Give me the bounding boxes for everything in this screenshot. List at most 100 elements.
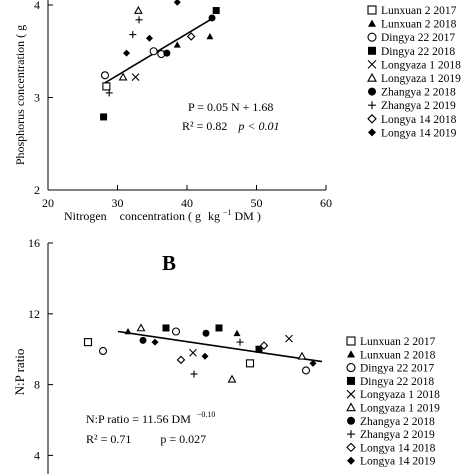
panel-b-letter: B xyxy=(162,251,176,275)
y-tick-label: 4 xyxy=(34,448,40,462)
data-point xyxy=(227,374,237,383)
data-point xyxy=(297,351,307,360)
legend-entry: Lunxuan 2 2018 xyxy=(381,19,457,31)
legend-marker xyxy=(367,114,377,124)
data-point xyxy=(133,5,143,14)
data-point xyxy=(163,49,171,57)
legend-entry: Zhangya 2 2019 xyxy=(360,429,435,441)
legend-entry: Zhangya 2 2018 xyxy=(381,87,456,99)
legend-marker xyxy=(368,46,376,55)
legend-marker xyxy=(347,430,355,439)
panel-a-x-label: Nitrogen concentration ( g kg −1 DM ) xyxy=(64,204,261,223)
legend-entry: Dingya 22 2018 xyxy=(360,376,434,388)
data-point xyxy=(215,324,223,332)
data-point xyxy=(124,328,132,335)
data-point xyxy=(309,359,317,367)
panel-b-equation: N:P ratio = 11.56 DM −0.10 xyxy=(86,410,215,426)
panel-a-x-label-part-2: concentration ( g xyxy=(120,209,201,223)
data-point xyxy=(259,341,269,350)
data-point xyxy=(129,31,137,39)
data-point xyxy=(301,366,311,375)
data-point xyxy=(189,348,197,357)
data-point xyxy=(100,113,108,121)
panel-a-y-label: Phosphorus concentration ( g xyxy=(13,25,27,165)
legend-marker xyxy=(367,5,377,15)
data-point xyxy=(98,346,108,356)
panel-a-fit-line xyxy=(103,16,216,85)
panel-a-x-label-sup: −1 xyxy=(223,208,232,217)
panel-a-ticks: 20 30 40 50 60 2 3 4 xyxy=(34,0,332,210)
panel-b-p-text: p = 0.027 xyxy=(160,432,206,446)
legend-entry: Longya 14 2019 xyxy=(360,456,436,468)
data-point xyxy=(145,34,153,42)
panel-a-r2: R² = 0.82 p < 0.01 xyxy=(182,119,279,133)
data-point xyxy=(123,49,131,57)
legend-entry: Lunxuan 2 2018 xyxy=(360,349,436,361)
legend-marker xyxy=(346,389,356,399)
y-tick-label: 4 xyxy=(34,0,40,12)
y-tick-label: 2 xyxy=(34,183,40,197)
legend-marker xyxy=(367,60,377,69)
legend-entry: Lunxuan 2 2017 xyxy=(360,336,436,348)
data-point xyxy=(233,329,241,337)
legend-entry: Longya 14 2018 xyxy=(360,442,436,454)
legend-entry: Longyaza 1 2018 xyxy=(381,59,461,71)
legend-entry: Longyaza 1 2019 xyxy=(381,73,461,85)
panel-b-r2-text: R² = 0.71 xyxy=(86,432,131,446)
data-point xyxy=(208,14,216,22)
legend-marker xyxy=(346,442,356,453)
x-tick-label: 40 xyxy=(181,196,193,210)
data-point xyxy=(202,329,210,337)
data-point xyxy=(139,336,147,344)
legend-entry: Dingya 22 2018 xyxy=(381,46,455,58)
y-tick-label: 16 xyxy=(28,236,40,250)
panel-b-ticks: 4 8 12 16 xyxy=(28,236,53,462)
legend-marker xyxy=(368,128,376,137)
panel-b-equation-main: N:P ratio = 11.56 DM xyxy=(86,412,191,426)
data-point xyxy=(285,334,293,343)
data-point xyxy=(151,338,159,346)
legend-marker xyxy=(347,456,355,465)
y-tick-label: 3 xyxy=(34,91,40,105)
data-point xyxy=(162,324,170,332)
data-point xyxy=(136,323,146,332)
data-point xyxy=(171,327,181,336)
panel-a-x-label-part-3: kg xyxy=(208,209,220,223)
legend-entry: Longya 14 2018 xyxy=(381,114,457,126)
data-point xyxy=(100,71,110,80)
x-tick-label: 20 xyxy=(42,196,54,210)
x-tick-label: 50 xyxy=(251,196,263,210)
data-point xyxy=(83,338,93,347)
data-point xyxy=(201,352,209,360)
panel-b-fit-line xyxy=(117,330,323,363)
data-point xyxy=(131,73,140,82)
panel-b-y-label: N:P ratio xyxy=(12,349,27,396)
panel-a-r2-text: R² = 0.82 xyxy=(182,119,227,133)
legend-marker xyxy=(347,416,355,425)
data-point xyxy=(245,359,255,368)
panel-a-equation: P = 0.05 N + 1.68 xyxy=(188,100,273,114)
data-point xyxy=(118,72,128,81)
legend-marker xyxy=(347,350,355,358)
data-point xyxy=(212,7,220,15)
data-point xyxy=(105,89,113,97)
data-point xyxy=(186,32,196,41)
y-tick-label: 8 xyxy=(34,378,40,392)
data-point xyxy=(206,32,214,40)
panel-b: 4 8 12 16 B N:P ratio = 11.56 DM −0.10 R² =… xyxy=(12,236,440,474)
data-point xyxy=(176,355,186,365)
legend-marker xyxy=(368,101,376,110)
legend-marker xyxy=(368,19,376,27)
legend-entry: Longyaza 1 2018 xyxy=(360,389,440,401)
legend-entry: Zhangya 2 2018 xyxy=(360,416,435,428)
legend-marker xyxy=(346,363,356,373)
panel-a-p-text: p < 0.01 xyxy=(237,119,279,133)
panel-a-x-label-part-5: DM ) xyxy=(234,209,260,223)
x-tick-label: 60 xyxy=(320,196,332,210)
legend-marker xyxy=(367,32,377,42)
legend-marker xyxy=(367,72,377,82)
panel-a-x-label-part-1: Nitrogen xyxy=(64,209,107,223)
legend-marker xyxy=(346,402,356,412)
